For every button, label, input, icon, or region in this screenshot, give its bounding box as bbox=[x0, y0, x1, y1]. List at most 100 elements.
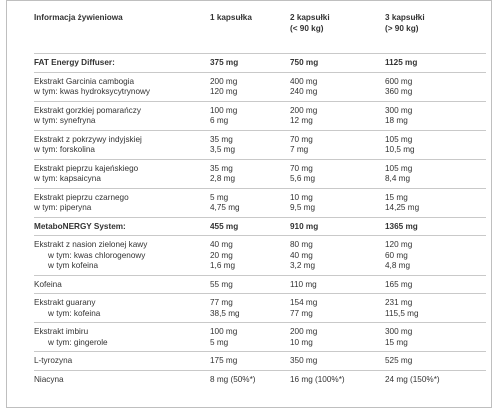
ingredient-cell: MetaboNERGY System: bbox=[34, 216, 210, 236]
amount-1-capsule: 375 mg bbox=[210, 53, 290, 72]
table-section-row: MetaboNERGY System: 455 mg 910 mg 1365 mg bbox=[34, 216, 486, 236]
amount-value: 10,5 mg bbox=[385, 145, 415, 154]
amount-2-capsules: 70 mg 7 mg bbox=[290, 129, 385, 159]
amount-value: 5,6 mg bbox=[290, 174, 316, 183]
amount-value: 77 mg bbox=[290, 308, 313, 318]
amount-value: 24 mg (150%*) bbox=[385, 374, 440, 384]
amount-value: 9,5 mg bbox=[290, 203, 316, 212]
amount-value: 80 mg bbox=[290, 240, 313, 249]
amount-2-capsules: 154 mg 77 mg bbox=[290, 293, 385, 323]
ingredient-cell: Ekstrakt z nasion zielonej kawy w tym: kw… bbox=[34, 235, 210, 275]
amount-3-capsules: 231 mg 115,5 mg bbox=[385, 293, 486, 323]
ingredient-label: w tym: kofeina bbox=[48, 308, 101, 318]
ingredient-cell: Ekstrakt Garcinia cambogia w tym: kwas hy… bbox=[34, 71, 210, 101]
amount-2-capsules: 910 mg bbox=[290, 216, 385, 236]
ingredient-cell: Niacyna bbox=[34, 369, 210, 388]
nutrition-panel: Informacja żywieniowa 1 kapsułka 2 kapsu… bbox=[6, 0, 492, 408]
ingredient-label: Ekstrakt imbiru bbox=[34, 327, 89, 336]
ingredient-label: w tym: kapsaicyna bbox=[34, 174, 101, 183]
amount-value: 350 mg bbox=[290, 356, 318, 365]
amount-2-capsules: 350 mg bbox=[290, 351, 385, 370]
amount-value: 105 mg bbox=[385, 163, 413, 173]
amount-2-capsules: 400 mg 240 mg bbox=[290, 71, 385, 101]
amount-1-capsule: 35 mg 3,5 mg bbox=[210, 129, 290, 159]
amount-2-capsules: 80 mg 40 mg 3,2 mg bbox=[290, 235, 385, 275]
amount-3-capsules: 1365 mg bbox=[385, 216, 486, 236]
amount-value: 40 mg bbox=[290, 250, 313, 260]
amount-value: 375 mg bbox=[210, 58, 239, 67]
amount-value: 12 mg bbox=[290, 116, 313, 125]
amount-value: 70 mg bbox=[290, 163, 313, 173]
amount-value: 38,5 mg bbox=[210, 308, 240, 318]
amount-3-capsules: 600 mg 360 mg bbox=[385, 71, 486, 101]
ingredient-label: w tym: synefryna bbox=[34, 116, 96, 125]
table-row: Ekstrakt gorzkiej pomarańczy w tym: synef… bbox=[34, 100, 486, 130]
amount-value: 60 mg bbox=[385, 250, 408, 260]
amount-value: 35 mg bbox=[210, 134, 233, 144]
amount-1-capsule: 77 mg 38,5 mg bbox=[210, 293, 290, 323]
amount-value: 154 mg bbox=[290, 298, 318, 307]
table-row: Kofeina 55 mg 110 mg 165 mg bbox=[34, 274, 486, 294]
ingredient-label: FAT Energy Diffuser: bbox=[34, 58, 115, 67]
table-row: Ekstrakt imbiru w tym: gingerole 100 mg 5 m… bbox=[34, 322, 486, 352]
amount-value: 55 mg bbox=[210, 279, 233, 289]
header-label: 3 kapsułki bbox=[385, 13, 425, 22]
amount-value: 4,8 mg bbox=[385, 261, 411, 270]
amount-1-capsule: 200 mg 120 mg bbox=[210, 71, 290, 101]
header-label: Informacja żywieniowa bbox=[34, 13, 123, 22]
ingredient-cell: Ekstrakt pieprzu kajeńskiego w tym: kapsa… bbox=[34, 158, 210, 188]
header-label: 1 kapsułka bbox=[210, 13, 252, 22]
table-row: Ekstrakt z nasion zielonej kawy w tym: kw… bbox=[34, 235, 486, 275]
amount-value: 1125 mg bbox=[385, 58, 418, 67]
table-row: Ekstrakt z pokrzywy indyjskiej w tym: for… bbox=[34, 129, 486, 159]
ingredient-cell: Ekstrakt z pokrzywy indyjskiej w tym: for… bbox=[34, 129, 210, 159]
amount-value: 525 mg bbox=[385, 356, 413, 365]
amount-value: 3,2 mg bbox=[290, 261, 316, 270]
amount-value: 115,5 mg bbox=[385, 308, 419, 318]
amount-value: 120 mg bbox=[385, 240, 413, 249]
table-row: Niacyna 8 mg (50%*) 16 mg (100%*) 24 mg (15… bbox=[34, 369, 486, 388]
ingredient-label: Ekstrakt guarany bbox=[34, 298, 96, 307]
amount-2-capsules: 110 mg bbox=[290, 274, 385, 294]
amount-3-capsules: 105 mg 10,5 mg bbox=[385, 129, 486, 159]
amount-value: 120 mg bbox=[210, 87, 238, 96]
ingredient-label: w tym: gingerole bbox=[48, 337, 108, 347]
nutrition-table: Informacja żywieniowa 1 kapsułka 2 kapsu… bbox=[34, 13, 486, 388]
ingredient-label: w tym: kwas chlorogenowy bbox=[48, 250, 146, 260]
amount-value: 2,8 mg bbox=[210, 174, 236, 183]
ingredient-label: Ekstrakt z nasion zielonej kawy bbox=[34, 240, 148, 249]
amount-3-capsules: 300 mg 15 mg bbox=[385, 322, 486, 352]
ingredient-label: Niacyna bbox=[34, 374, 64, 384]
amount-value: 8,4 mg bbox=[385, 174, 411, 183]
ingredient-label: Ekstrakt Garcinia cambogia bbox=[34, 76, 135, 86]
amount-3-capsules: 15 mg 14,25 mg bbox=[385, 187, 486, 217]
amount-value: 165 mg bbox=[385, 279, 413, 289]
amount-3-capsules: 105 mg 8,4 mg bbox=[385, 158, 486, 188]
amount-2-capsules: 70 mg 5,6 mg bbox=[290, 158, 385, 188]
amount-value: 175 mg bbox=[210, 356, 238, 365]
ingredient-cell: Ekstrakt gorzkiej pomarańczy w tym: synef… bbox=[34, 100, 210, 130]
ingredient-label: w tym kofeina bbox=[48, 261, 99, 270]
amount-3-capsules: 165 mg bbox=[385, 274, 486, 294]
table-row: Ekstrakt guarany w tym: kofeina 77 mg 38,5 … bbox=[34, 293, 486, 323]
amount-1-capsule: 455 mg bbox=[210, 216, 290, 236]
amount-2-capsules: 750 mg bbox=[290, 53, 385, 72]
amount-1-capsule: 100 mg 6 mg bbox=[210, 100, 290, 130]
amount-2-capsules: 16 mg (100%*) bbox=[290, 369, 385, 388]
amount-value: 77 mg bbox=[210, 298, 233, 307]
table-section-row: FAT Energy Diffuser: 375 mg 750 mg 1125 mg bbox=[34, 53, 486, 72]
amount-3-capsules: 1125 mg bbox=[385, 53, 486, 72]
amount-value: 200 mg bbox=[210, 76, 238, 86]
amount-value: 300 mg bbox=[385, 327, 413, 336]
amount-1-capsule: 8 mg (50%*) bbox=[210, 369, 290, 388]
amount-value: 1,6 mg bbox=[210, 261, 236, 270]
amount-2-capsules: 200 mg 12 mg bbox=[290, 100, 385, 130]
amount-3-capsules: 300 mg 18 mg bbox=[385, 100, 486, 130]
amount-value: 1365 mg bbox=[385, 221, 418, 231]
amount-value: 110 mg bbox=[290, 279, 317, 289]
header-nutrition-info: Informacja żywieniowa bbox=[34, 13, 210, 54]
table-header-row: Informacja żywieniowa 1 kapsułka 2 kapsu… bbox=[34, 13, 486, 54]
amount-2-capsules: 200 mg 10 mg bbox=[290, 322, 385, 352]
amount-1-capsule: 35 mg 2,8 mg bbox=[210, 158, 290, 188]
amount-value: 3,5 mg bbox=[210, 145, 236, 154]
